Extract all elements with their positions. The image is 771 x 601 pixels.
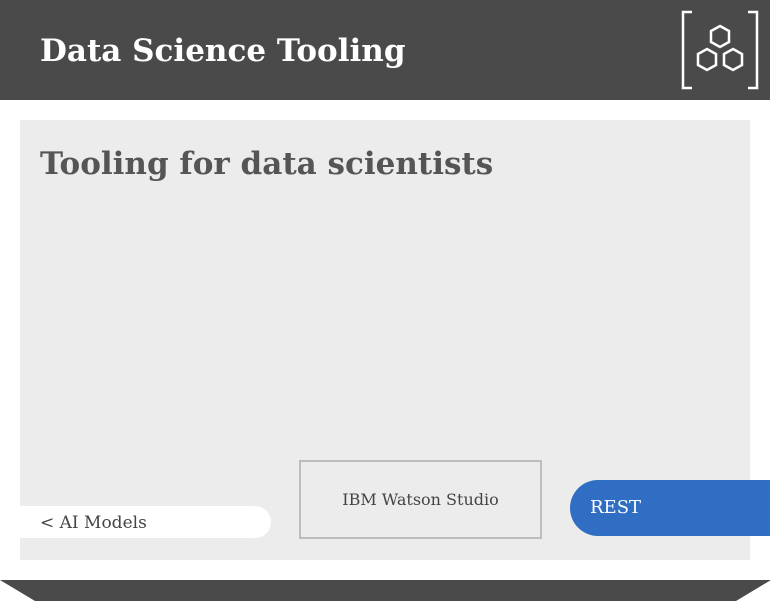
hexagon-cluster-icon xyxy=(681,10,759,90)
rest-button[interactable]: REST xyxy=(570,480,770,536)
rest-button-label: REST xyxy=(590,497,642,518)
tool-box-label: IBM Watson Studio xyxy=(342,490,499,509)
footer-bar xyxy=(0,580,771,601)
page-title: Data Science Tooling xyxy=(40,33,406,69)
header-bar: Data Science Tooling xyxy=(0,0,770,100)
back-to-ai-models-link[interactable]: < AI Models xyxy=(20,506,271,538)
back-link-label: < AI Models xyxy=(40,513,147,533)
ibm-watson-studio-box: IBM Watson Studio xyxy=(299,460,542,539)
panel-title: Tooling for data scientists xyxy=(40,146,494,182)
